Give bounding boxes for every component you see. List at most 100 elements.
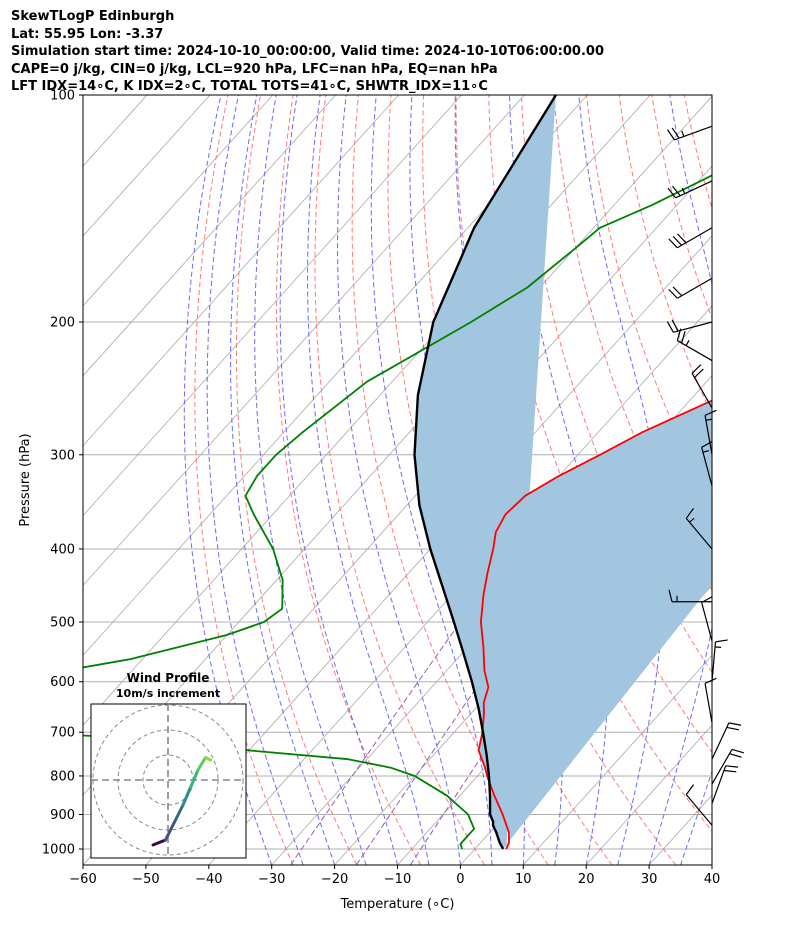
isotherm-line (83, 95, 274, 307)
wind-barb-flag (728, 722, 742, 726)
y-tick-label: 400 (50, 542, 75, 557)
x-tick-label: 40 (704, 872, 721, 887)
wind-barb-halfflag (689, 517, 695, 523)
wind-barb-flag (681, 330, 686, 344)
dry-adiabat-line (314, 95, 485, 865)
wind-barb-halfflag (714, 646, 722, 648)
wind-barb-flag (701, 595, 713, 604)
y-axis-label: Pressure (hPa) (18, 433, 33, 526)
wind-barb (701, 595, 713, 642)
x-axis-label: Temperature (∘C) (340, 897, 455, 912)
x-tick-label: −30 (258, 872, 285, 887)
wind-barb-shaft (685, 794, 713, 826)
wind-barb (668, 227, 713, 249)
wind-barb-flag (691, 364, 702, 374)
location-line: Lat: 55.95 Lon: -3.37 (11, 26, 164, 42)
x-tick-label: −50 (132, 872, 159, 887)
x-tick-label: −40 (195, 872, 222, 887)
wind-barb-flag (704, 677, 717, 684)
wind-barb-flag (666, 321, 674, 333)
moist-adiabat-line (183, 95, 273, 865)
wind-barb-shaft (711, 765, 727, 804)
wind-barb-flag (668, 288, 678, 299)
wind-barb-shaft (677, 227, 713, 249)
wind-barb-shaft (685, 517, 713, 550)
wind-barb-shaft (677, 277, 713, 299)
wind-barb-shaft (677, 340, 713, 362)
wind-barb (711, 722, 742, 760)
wind-barb-shaft (675, 180, 713, 199)
x-tick-label: 0 (456, 872, 464, 887)
dry-adiabat-line (387, 95, 613, 865)
wind-barb-shaft (711, 641, 717, 682)
moist-adiabat-line (711, 863, 712, 865)
wind-barb (711, 748, 745, 785)
wind-barb-shaft (701, 447, 713, 487)
dry-adiabat-line (276, 95, 422, 865)
wind-barb-halfflag (681, 187, 686, 194)
wind-barb (701, 440, 713, 487)
hodograph-area (91, 704, 246, 858)
wind-barb-flag (723, 769, 737, 773)
wind-barb-halfflag (705, 418, 712, 421)
x-tick-label: 10 (515, 872, 532, 887)
isotherm-line (83, 95, 211, 237)
dry-adiabat-line (782, 95, 794, 865)
x-tick-label: −20 (321, 872, 348, 887)
wind-barb-shaft (701, 602, 713, 642)
hodograph-subtitle: 10m/s increment (116, 687, 220, 700)
y-tick-label: 300 (50, 448, 75, 463)
y-tick-label: 1000 (42, 843, 75, 858)
wind-barb-flag (676, 328, 682, 341)
y-tick-label: 700 (50, 726, 75, 741)
hodograph-segment (151, 838, 167, 847)
wind-barb (704, 409, 717, 455)
wind-barb-halfflag (702, 450, 709, 453)
wind-barb-shaft (704, 415, 713, 455)
hodograph-segment (181, 786, 192, 807)
isotherm-line (775, 95, 794, 865)
x-tick-label: 20 (578, 872, 595, 887)
dry-adiabat-line (351, 95, 549, 865)
dewpoint-line (83, 174, 712, 850)
x-tick-label: −10 (384, 872, 411, 887)
moist-adiabat-line (279, 95, 398, 865)
hodograph-segment (189, 768, 200, 789)
wind-barb-flag (685, 784, 695, 795)
wind-barb-flag (676, 233, 687, 244)
wind-barb-flag (668, 238, 678, 249)
moist-adiabat-line (680, 769, 712, 865)
wind-barb-flag (672, 286, 683, 297)
moist-adiabat-line (206, 95, 304, 865)
wind-barb-shaft (674, 125, 713, 141)
x-tick-label: −60 (69, 872, 96, 887)
isotherm-line (585, 724, 712, 865)
wind-barb (668, 589, 712, 603)
temperature-line (477, 399, 712, 850)
wind-barb-flag (725, 765, 739, 768)
wind-barb-flag (666, 129, 675, 141)
y-tick-label: 800 (50, 769, 75, 784)
wind-barb-shaft (711, 749, 733, 785)
hodograph-segment (196, 756, 207, 772)
wind-barb (691, 364, 713, 409)
isotherm-line (83, 95, 588, 656)
y-tick-label: 100 (50, 89, 75, 104)
parcel-line (413, 95, 557, 850)
wind-barb-flag (672, 185, 681, 197)
wind-barb (704, 677, 717, 723)
times-line: Simulation start time: 2024-10-10_00:00:… (11, 44, 604, 59)
dry-adiabat-line (194, 95, 294, 865)
wind-barb-flag (731, 748, 745, 754)
wind-barb-flag (729, 753, 742, 758)
moist-adiabat-line (337, 95, 461, 865)
dry-adiabat-line (520, 95, 712, 674)
y-tick-label: 500 (50, 616, 75, 631)
wind-barb (666, 125, 713, 141)
wind-barb-shaft (673, 321, 713, 333)
moist-adiabat-line (230, 95, 336, 865)
wind-barb (667, 180, 713, 199)
wind-barb (685, 507, 713, 550)
wind-barb-halfflag (685, 340, 690, 346)
wind-barb (668, 277, 713, 299)
